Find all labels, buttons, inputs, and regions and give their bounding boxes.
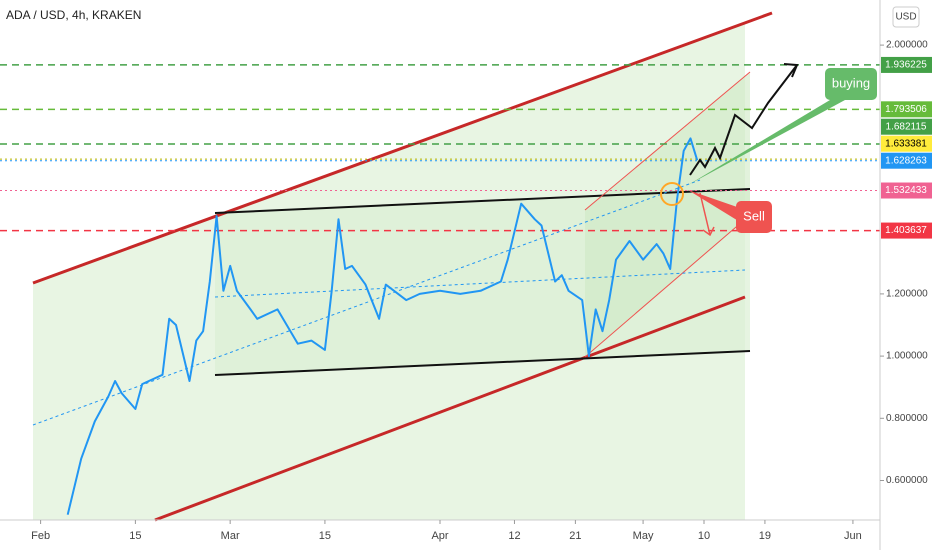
level-label: 1.532433 xyxy=(885,185,927,196)
trend-line xyxy=(214,269,746,298)
drawings xyxy=(32,11,773,522)
currency-box[interactable] xyxy=(892,6,920,28)
levels xyxy=(0,64,880,232)
arrow-head xyxy=(783,63,799,78)
level-label: 1.403637 xyxy=(885,225,927,236)
x-tick-label: 19 xyxy=(759,530,771,542)
channel-upper xyxy=(32,11,773,285)
level-label-box xyxy=(881,152,932,169)
level-label: 1.633381 xyxy=(885,138,927,149)
level-label: 1.936225 xyxy=(885,60,927,71)
plot xyxy=(66,137,699,515)
level-label: 1.682115 xyxy=(886,121,927,132)
level-label-box xyxy=(881,118,932,135)
highlight-circle xyxy=(660,182,684,206)
arrow-head xyxy=(702,226,715,237)
x-tick-label: 21 xyxy=(569,530,581,542)
level-label-box xyxy=(881,56,932,73)
y-tick-label: 1.200000 xyxy=(886,289,928,300)
currency[interactable]: USD xyxy=(895,12,916,23)
small-channel-bottom xyxy=(584,214,751,358)
drawings-top: buying Sell xyxy=(660,63,877,237)
level-label: 1.793506 xyxy=(885,104,927,115)
range-bottom xyxy=(214,350,751,376)
projection-arrow xyxy=(689,64,798,176)
y-tick-label: 0.600000 xyxy=(886,475,928,486)
x-tick-label: May xyxy=(633,530,654,542)
callout-text: Sell xyxy=(743,208,765,223)
chart-title: ADA / USD, 4h, KRAKEN xyxy=(6,8,141,22)
callout-pointer xyxy=(688,190,740,222)
x-tick-label: 12 xyxy=(508,530,520,542)
level-label-box xyxy=(881,135,932,152)
x-tick-label: Mar xyxy=(221,530,240,542)
price-line xyxy=(66,137,699,515)
y-tick-label: 2.000000 xyxy=(886,40,928,51)
channel-lower xyxy=(154,295,746,522)
small-channel-top xyxy=(584,71,751,211)
level-label-box xyxy=(881,222,932,239)
x-tick-label: Apr xyxy=(431,530,448,542)
x-tick-label: 15 xyxy=(319,530,331,542)
callout-box xyxy=(736,201,772,233)
level-label-box xyxy=(881,101,932,118)
level-label: 1.628263 xyxy=(885,155,927,166)
trend-line xyxy=(32,179,701,426)
level-label-box xyxy=(881,182,932,199)
callout-pointer xyxy=(688,100,845,185)
y-tick-label: 1.000000 xyxy=(886,351,928,362)
sell-arrow xyxy=(699,192,711,236)
callout-text: buying xyxy=(832,75,870,90)
callout-box xyxy=(825,68,877,100)
x-tick-label: 10 xyxy=(698,530,710,542)
y-tick-label: 0.800000 xyxy=(886,413,928,424)
x-tick-label: 15 xyxy=(129,530,141,542)
x-tick-label: Feb xyxy=(31,530,50,542)
x-tick-label: Jun xyxy=(844,530,862,542)
